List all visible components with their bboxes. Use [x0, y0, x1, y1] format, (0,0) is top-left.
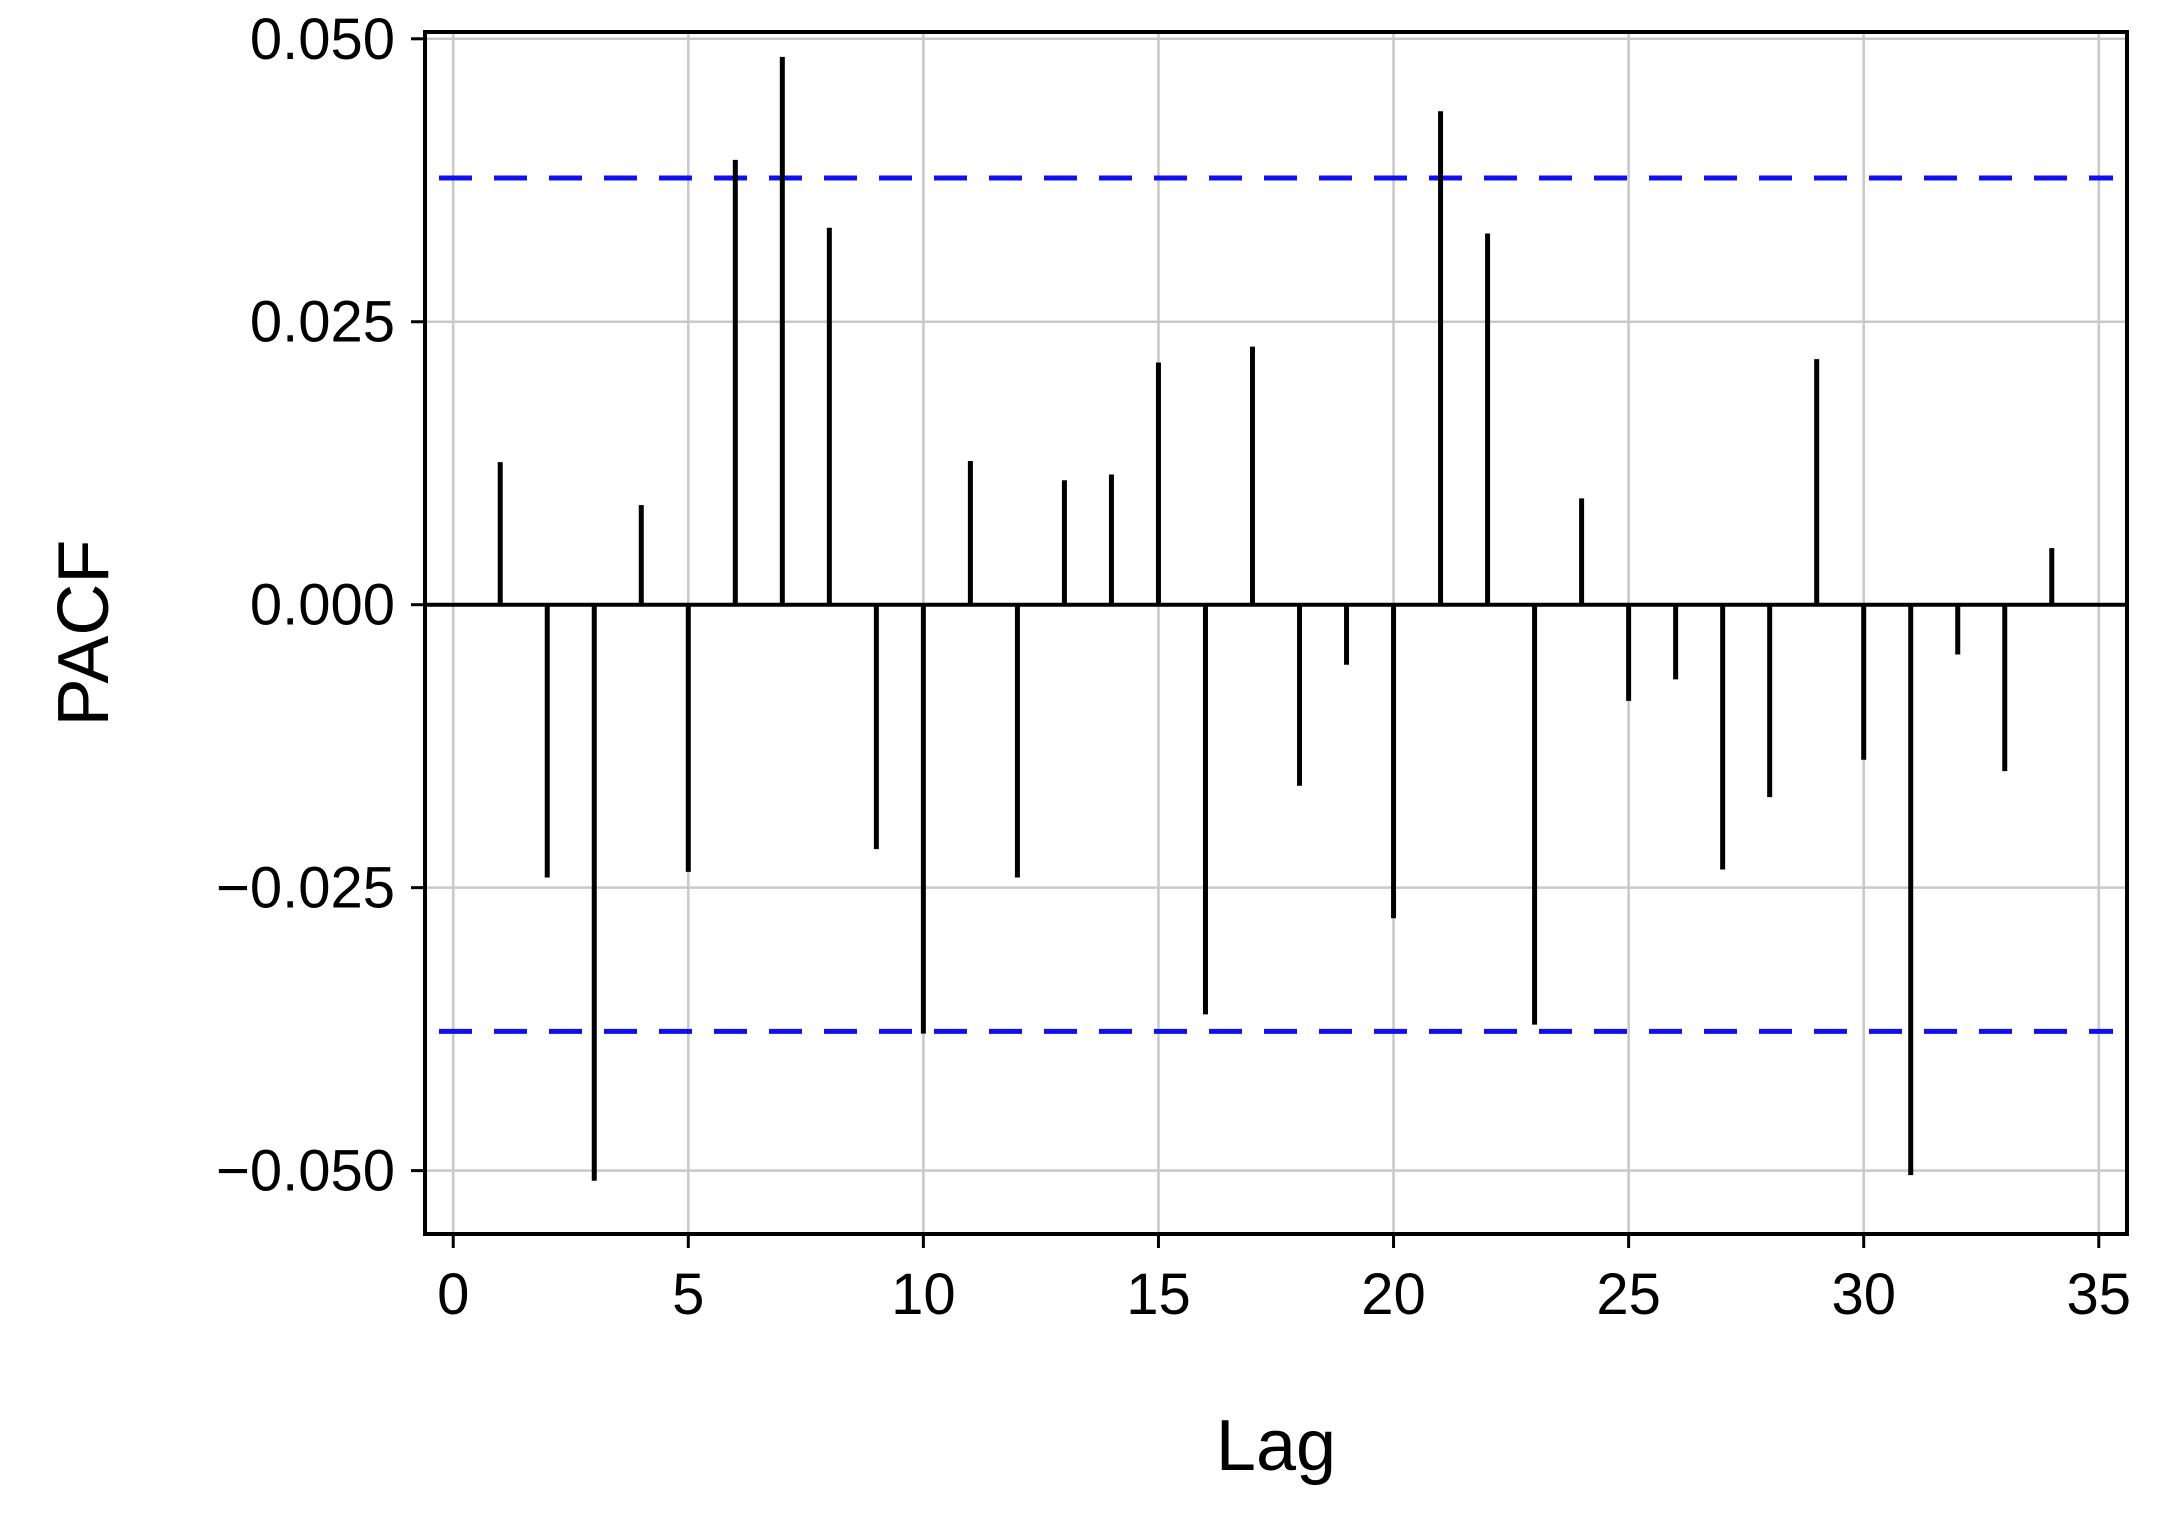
y-tick-label: 0.025 [250, 290, 395, 355]
axis-ticks [411, 37, 2101, 1248]
x-tick-label: 35 [2067, 1262, 2132, 1327]
x-tick-label: 25 [1596, 1262, 1661, 1327]
y-tick-labels: 0.050 0.025 0.000 −0.025 −0.050 [216, 7, 395, 1204]
y-tick-label: 0.000 [250, 573, 395, 638]
x-tick-label: 0 [437, 1262, 469, 1327]
x-axis-title: Lag [1216, 1406, 1336, 1486]
x-tick-label: 5 [672, 1262, 704, 1327]
x-tick-label: 20 [1361, 1262, 1426, 1327]
y-tick-label: −0.025 [216, 856, 395, 921]
grid [425, 32, 2127, 1234]
y-tick-label: 0.050 [250, 7, 395, 72]
x-tick-label: 15 [1126, 1262, 1191, 1327]
pacf-bars [497, 56, 2055, 1181]
confidence-bounds [439, 175, 2113, 1034]
y-axis-title: PACF [44, 540, 124, 727]
x-tick-label: 10 [891, 1262, 956, 1327]
x-tick-label: 30 [1831, 1262, 1896, 1327]
plot-frame [423, 30, 2129, 1236]
y-tick-label: −0.050 [216, 1139, 395, 1204]
x-tick-labels: 0 5 10 15 20 25 30 35 [437, 1262, 2131, 1327]
